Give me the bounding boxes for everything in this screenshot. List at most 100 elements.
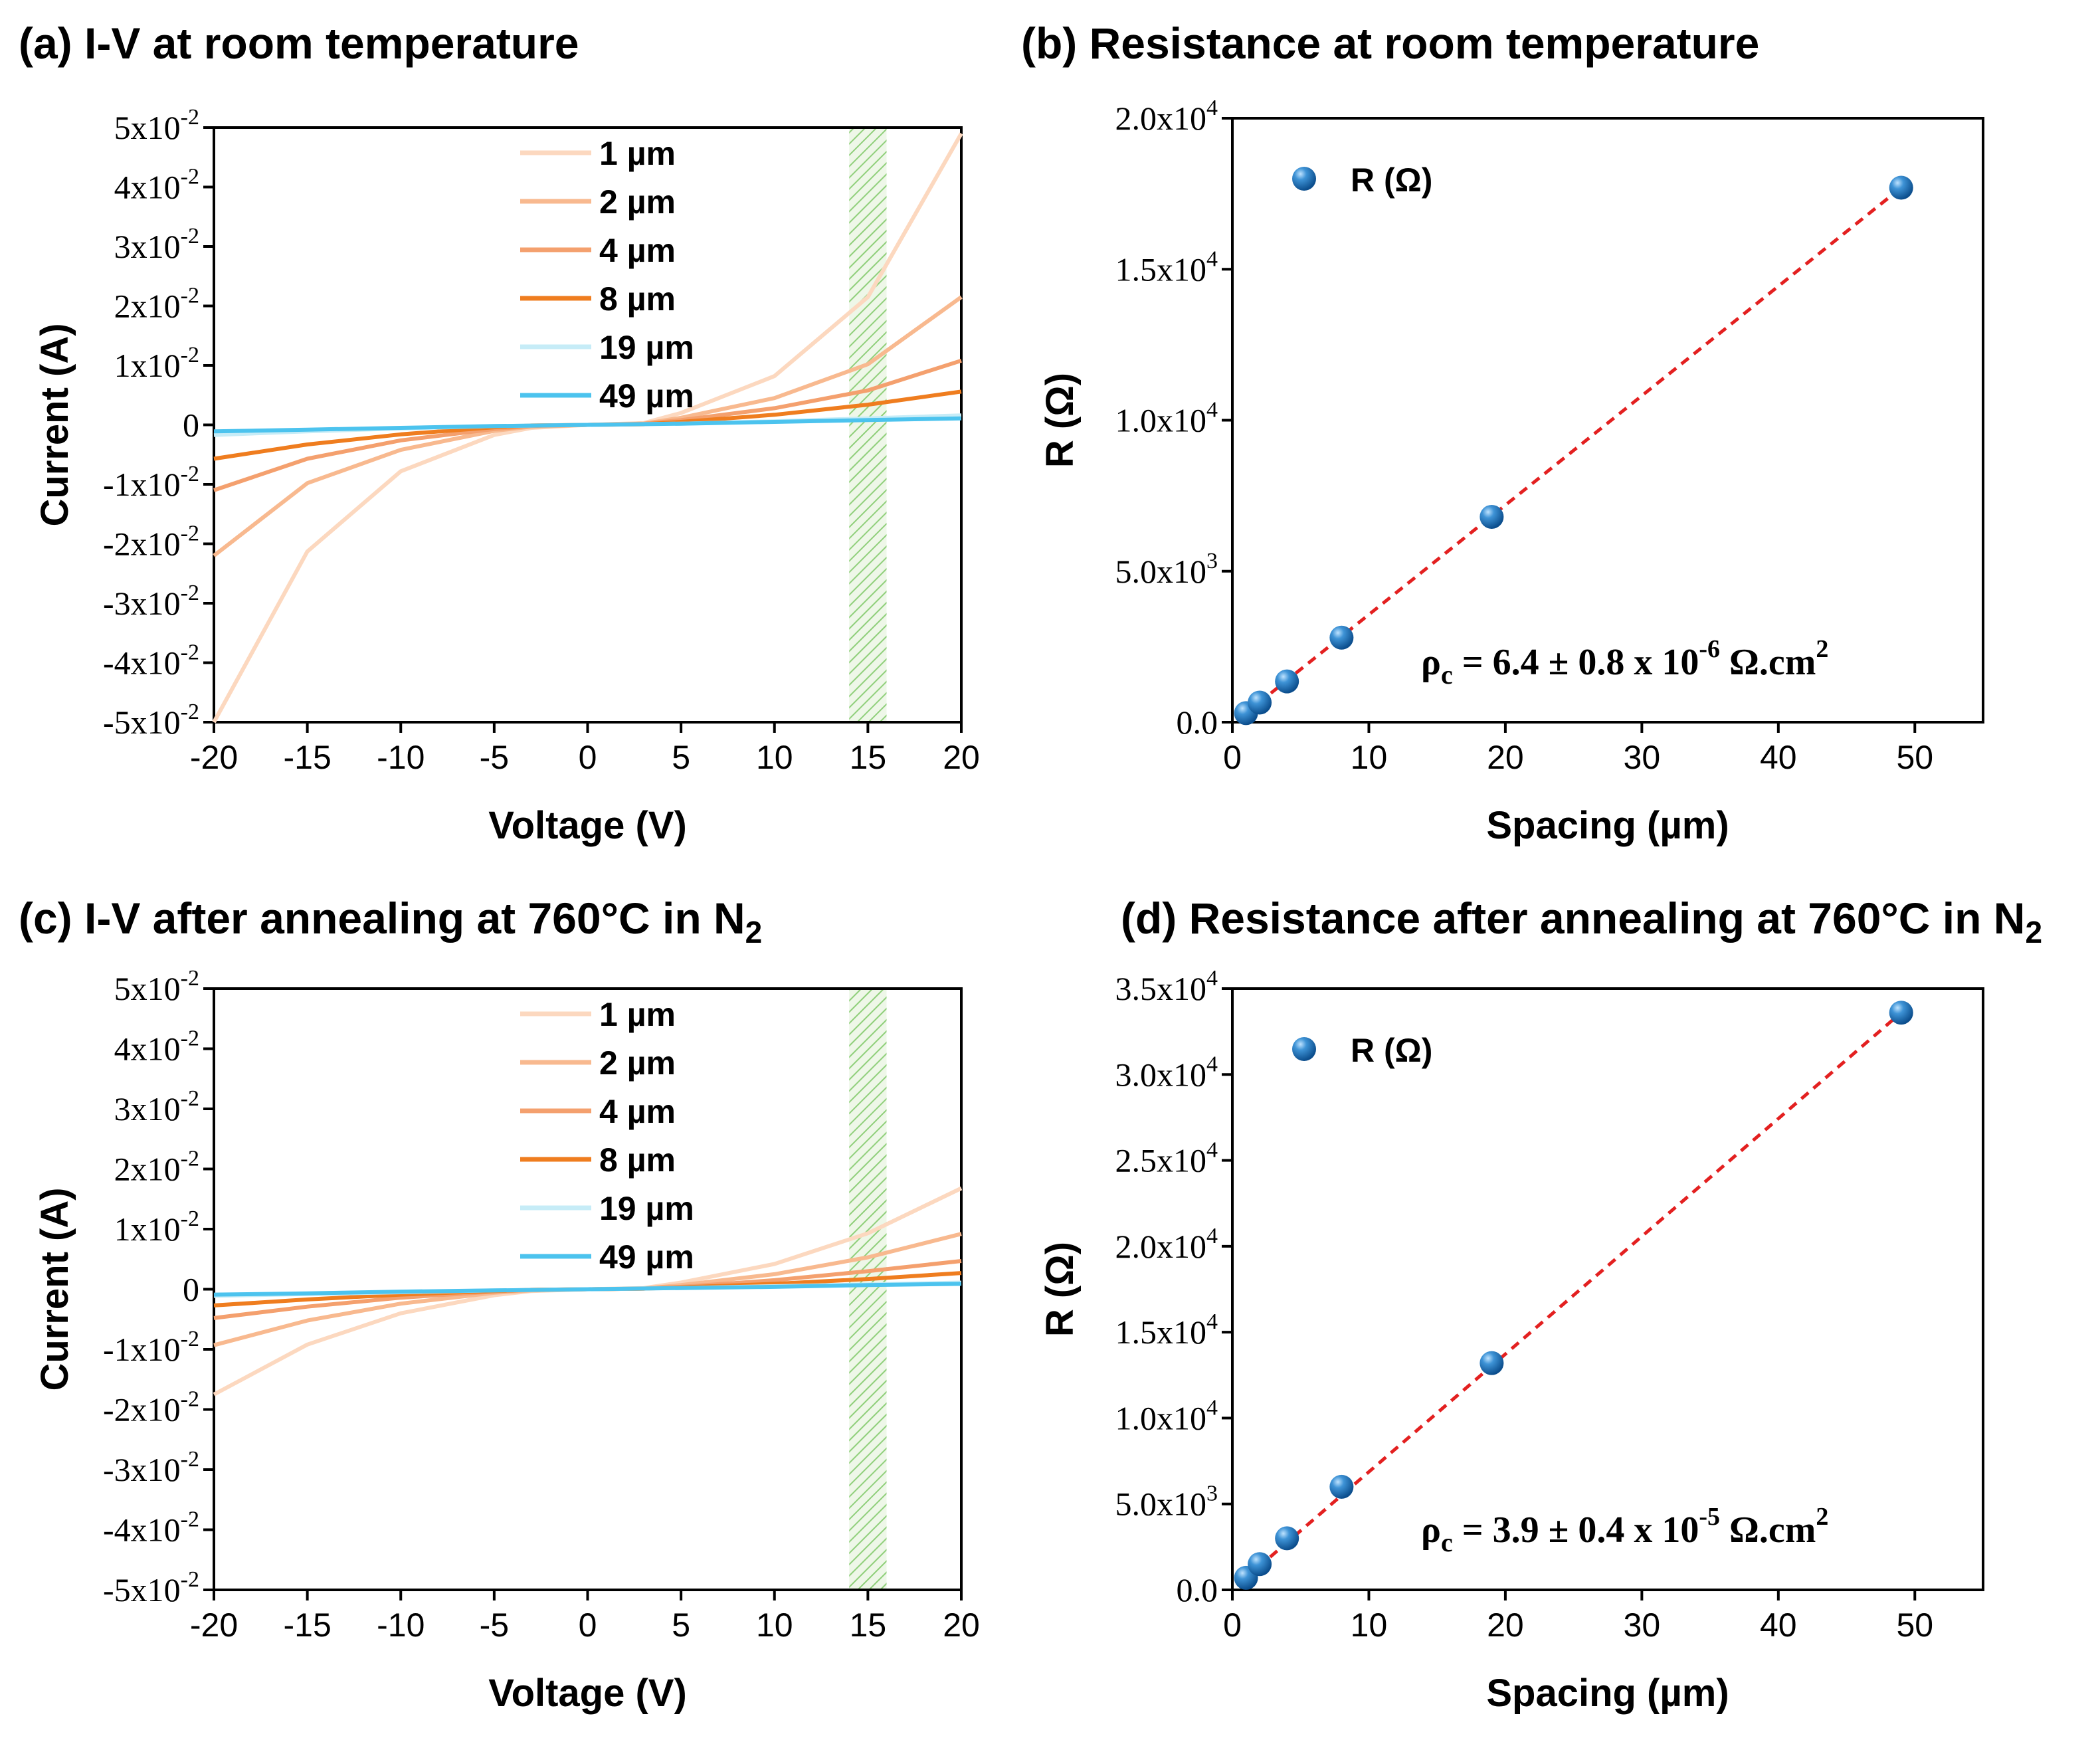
- y-tick-label: 4x10-2: [114, 165, 199, 206]
- y-tick-label: 0.0: [1177, 704, 1218, 741]
- data-point: [1329, 625, 1354, 650]
- legend-label: 49 µm: [599, 377, 694, 415]
- y-tick-label: -2x10-2: [103, 1387, 199, 1428]
- y-tick-label: 3x10-2: [114, 224, 199, 265]
- y-axis-label: R (Ω): [1038, 373, 1082, 468]
- x-tick-label: -10: [377, 739, 425, 776]
- x-axis-label: Voltage (V): [488, 1672, 687, 1715]
- x-tick-label: 20: [943, 1606, 980, 1644]
- panel-title: (d) Resistance after annealing at 760°C …: [1121, 894, 2042, 949]
- data-point: [1248, 1552, 1272, 1577]
- x-tick-label: -15: [283, 739, 331, 776]
- legend-label: 2 µm: [599, 1044, 676, 1082]
- x-tick-label: 40: [1760, 1606, 1797, 1644]
- y-tick-label: 4x10-2: [114, 1026, 199, 1068]
- legend-label: 19 µm: [599, 1190, 694, 1227]
- x-axis-label: Spacing (µm): [1486, 1672, 1729, 1715]
- y-tick-label: 2.0x104: [1115, 96, 1218, 137]
- data-point: [1329, 1474, 1354, 1499]
- y-tick-label: -1x10-2: [103, 462, 199, 503]
- x-tick-label: 0: [1223, 739, 1242, 776]
- y-tick-label: -3x10-2: [103, 1447, 199, 1488]
- y-tick-label: 5.0x103: [1115, 549, 1218, 590]
- y-tick-label: 2.0x104: [1115, 1224, 1218, 1265]
- data-point: [1275, 1526, 1299, 1551]
- panel-title: (b) Resistance at room temperature: [1021, 19, 1759, 68]
- legend-label: 49 µm: [599, 1238, 694, 1276]
- shaded-band: [849, 989, 887, 1590]
- y-tick-label: 3.0x104: [1115, 1052, 1218, 1093]
- legend-marker: [1292, 1037, 1316, 1061]
- x-tick-label: 10: [756, 1606, 793, 1644]
- y-tick-label: -5x10-2: [103, 1567, 199, 1608]
- x-tick-label: 0: [579, 1606, 597, 1644]
- y-axis-label: Current (A): [33, 323, 76, 526]
- x-tick-label: 20: [1487, 739, 1524, 776]
- y-tick-label: -4x10-2: [103, 1507, 199, 1549]
- y-tick-label: 1.0x104: [1115, 1395, 1218, 1436]
- y-tick-label: -2x10-2: [103, 522, 199, 563]
- legend-marker: [1292, 167, 1316, 191]
- y-tick-label: 2x10-2: [114, 284, 199, 325]
- y-tick-label: 1.0x104: [1115, 398, 1218, 439]
- y-tick-label: 0: [183, 407, 199, 444]
- x-tick-label: 10: [1351, 1606, 1388, 1644]
- y-tick-label: 2.5x104: [1115, 1138, 1218, 1179]
- x-tick-label: 40: [1760, 739, 1797, 776]
- x-tick-label: -5: [480, 1606, 509, 1644]
- series-line: [213, 416, 962, 434]
- y-axis-label: Current (A): [33, 1187, 76, 1391]
- x-tick-label: 50: [1896, 739, 1933, 776]
- y-tick-label: -5x10-2: [103, 700, 199, 741]
- y-tick-label: 2x10-2: [114, 1147, 199, 1188]
- legend-label: 19 µm: [599, 329, 694, 366]
- data-point: [1480, 504, 1504, 529]
- panel-d: (d) Resistance after annealing at 760°C …: [1038, 894, 2042, 1715]
- x-tick-label: -5: [480, 739, 509, 776]
- x-tick-label: 10: [756, 739, 793, 776]
- y-tick-label: 1x10-2: [114, 343, 199, 384]
- data-point: [1275, 669, 1299, 694]
- fit-line: [1244, 1011, 1903, 1579]
- legend-label: 4 µm: [599, 1093, 676, 1130]
- y-tick-label: 3.5x104: [1115, 966, 1218, 1007]
- x-tick-label: 30: [1624, 1606, 1661, 1644]
- x-tick-label: 0: [1223, 1606, 1242, 1644]
- y-tick-label: 0: [183, 1271, 199, 1308]
- x-tick-label: -20: [190, 1606, 238, 1644]
- y-tick-label: -1x10-2: [103, 1327, 199, 1368]
- legend-label: 1 µm: [599, 135, 676, 172]
- x-tick-label: 5: [672, 739, 690, 776]
- y-tick-label: 1.5x104: [1115, 1309, 1218, 1351]
- panel-title: (a) I-V at room temperature: [19, 19, 579, 68]
- y-tick-label: 0.0: [1177, 1571, 1218, 1608]
- fit-line: [1244, 186, 1903, 715]
- legend-label: 4 µm: [599, 232, 676, 269]
- y-tick-label: 1x10-2: [114, 1207, 199, 1248]
- x-axis-label: Voltage (V): [488, 804, 687, 847]
- panel-c: (c) I-V after annealing at 760°C in N2 -2…: [19, 894, 980, 1715]
- x-tick-label: 10: [1351, 739, 1388, 776]
- data-point: [1889, 175, 1913, 200]
- plot-frame: [1231, 987, 1984, 1591]
- y-tick-label: 5x10-2: [114, 105, 199, 146]
- data-point: [1480, 1351, 1504, 1375]
- x-tick-label: 30: [1624, 739, 1661, 776]
- x-tick-label: 15: [850, 1606, 887, 1644]
- contact-resistivity-annotation: ρc = 3.9 ± 0.4 x 10-5 Ω.cm2: [1421, 1503, 1828, 1557]
- panel-b: (b) Resistance at room temperature 0 10 20 3…: [1021, 19, 1984, 847]
- x-tick-label: -15: [283, 1606, 331, 1644]
- y-tick-label: -3x10-2: [103, 581, 199, 622]
- x-tick-label: 20: [1487, 1606, 1524, 1644]
- y-axis-label: R (Ω): [1038, 1242, 1082, 1337]
- legend-label: 1 µm: [599, 996, 676, 1033]
- y-tick-label: 5.0x103: [1115, 1482, 1218, 1523]
- legend-label: 8 µm: [599, 1141, 676, 1179]
- x-axis-label: Spacing (µm): [1486, 804, 1729, 847]
- legend-label: R (Ω): [1351, 161, 1432, 199]
- x-tick-label: 15: [850, 739, 887, 776]
- y-tick-label: 5x10-2: [114, 966, 199, 1007]
- x-tick-label: -10: [377, 1606, 425, 1644]
- legend-label: 8 µm: [599, 280, 676, 318]
